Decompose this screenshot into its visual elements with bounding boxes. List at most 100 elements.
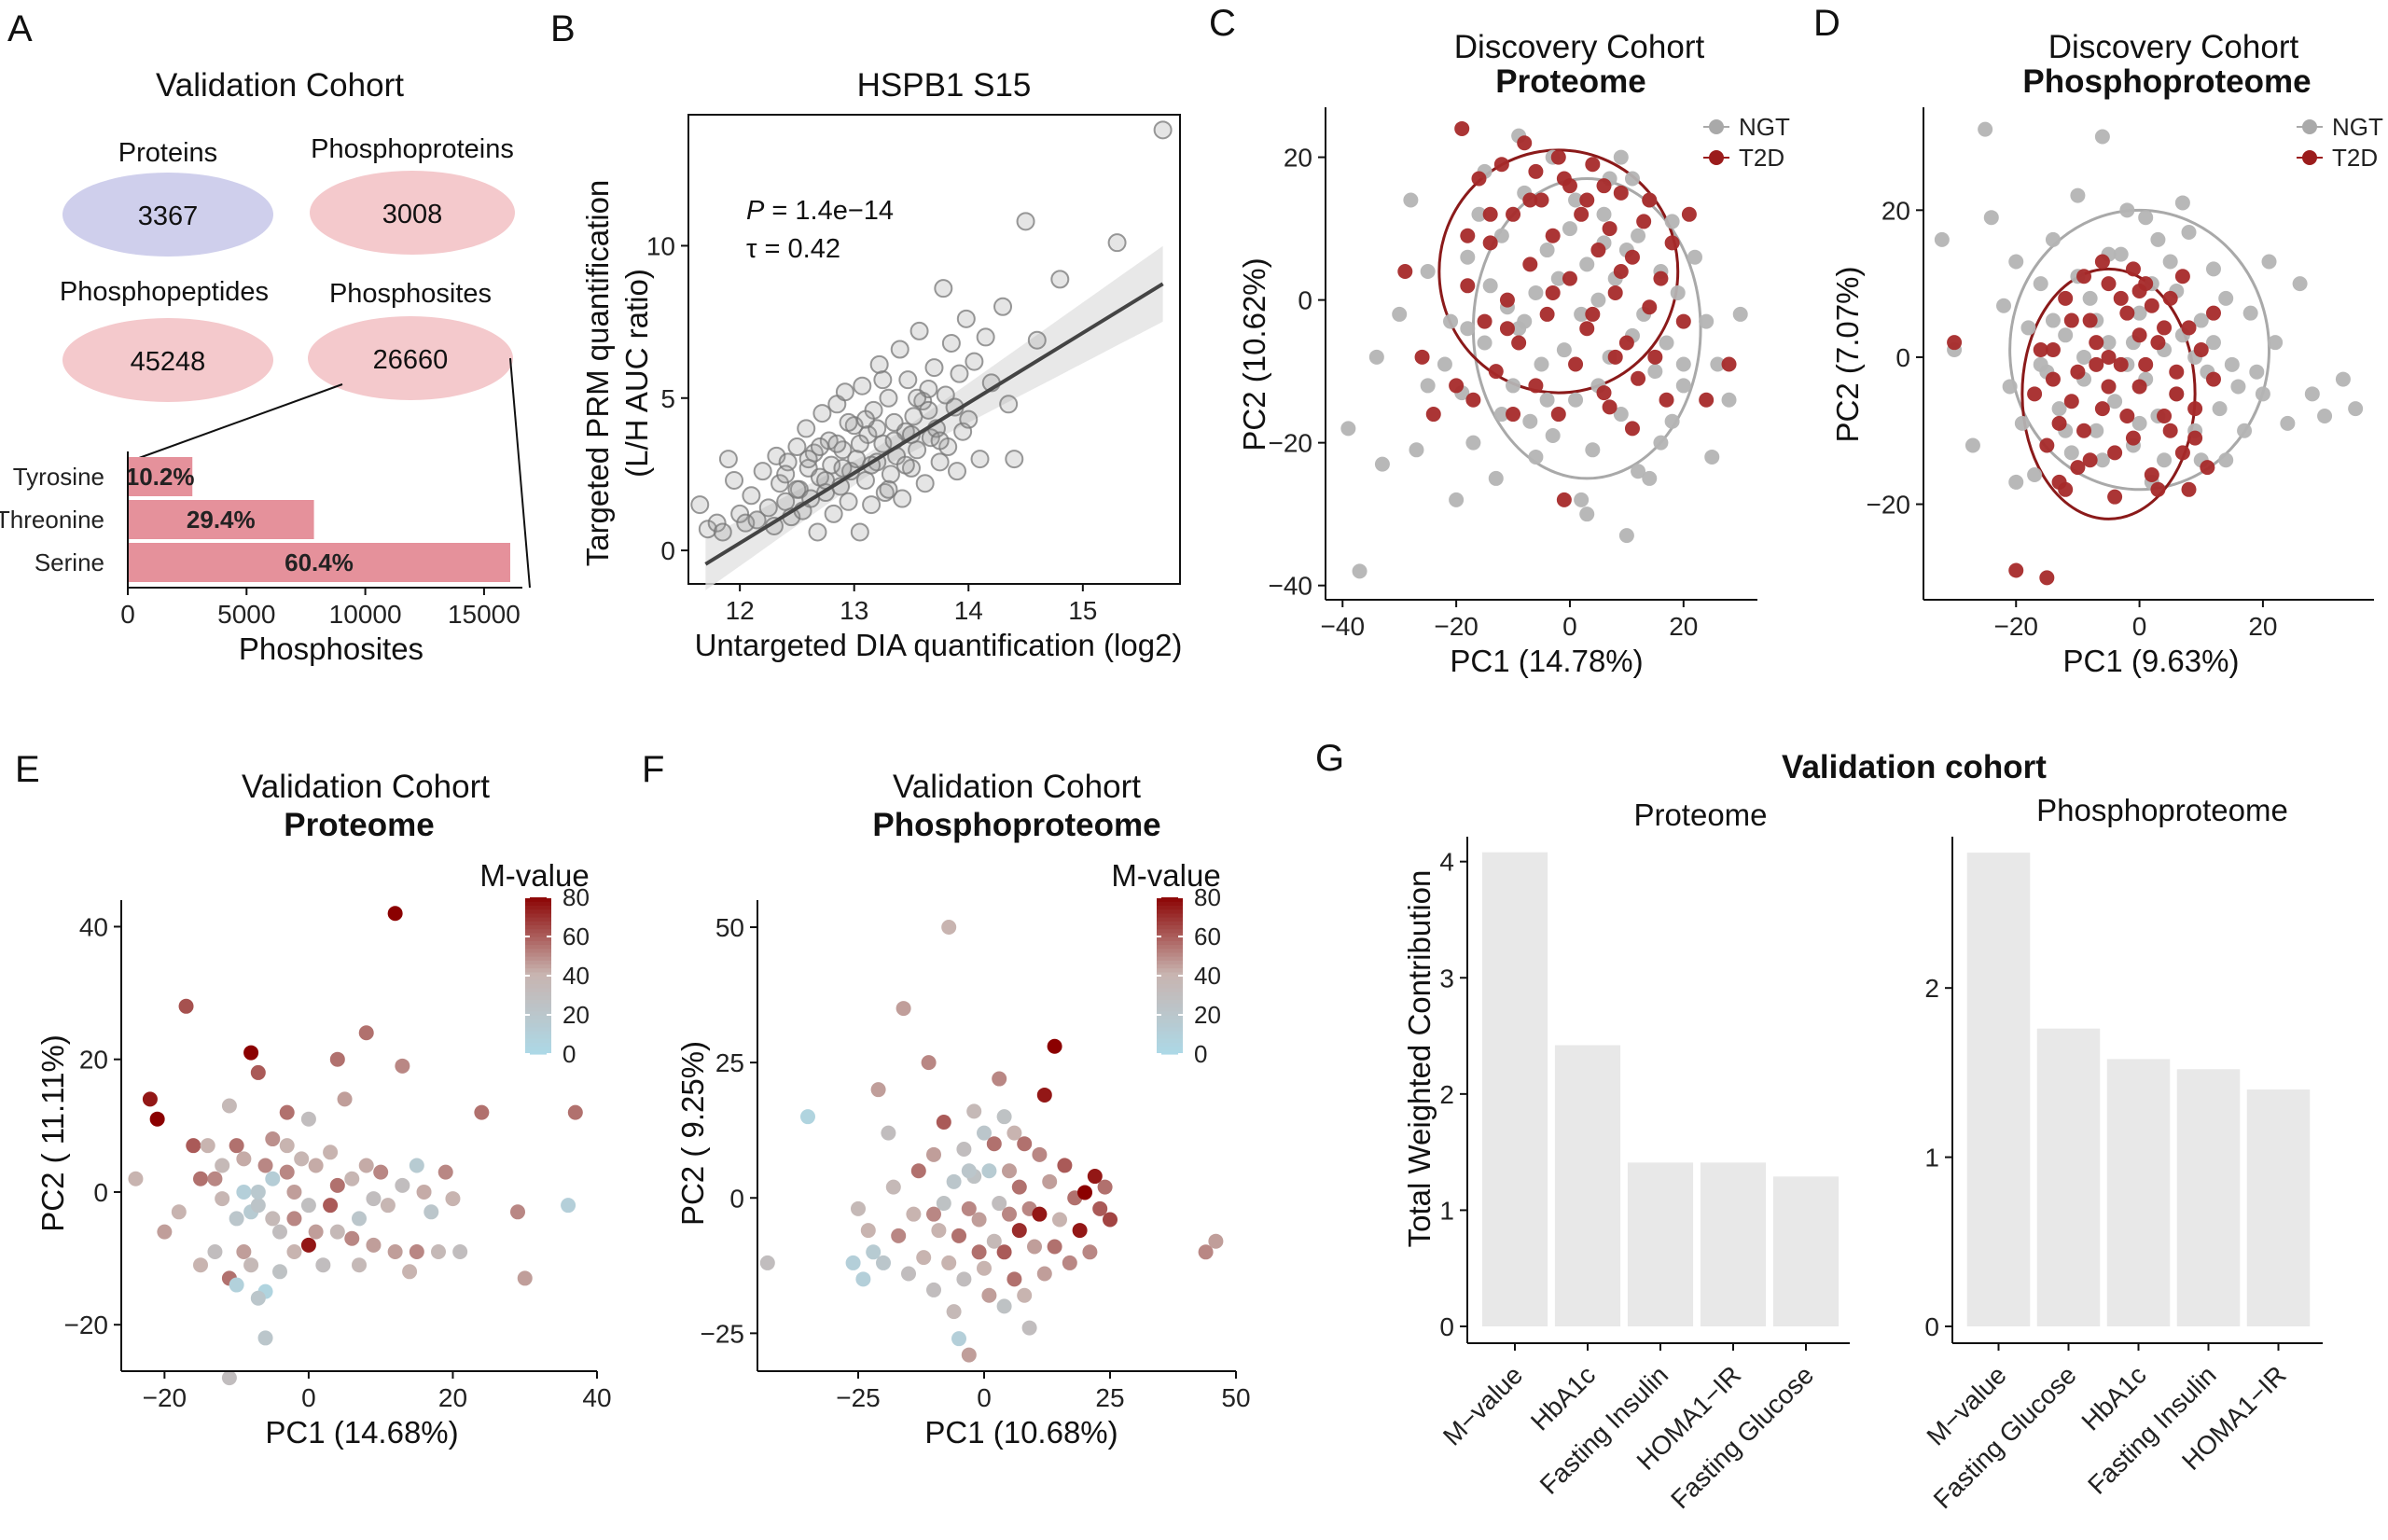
data-point xyxy=(941,920,957,936)
panel-d-xtick-label: −20 xyxy=(1993,612,2038,641)
point-t2d xyxy=(2162,423,2178,438)
bar-fasting-insulin xyxy=(1627,1162,1694,1326)
data-point xyxy=(265,1171,281,1186)
data-point xyxy=(996,1244,1012,1260)
phosphopeptides-count: 45248 xyxy=(131,347,206,377)
data-point xyxy=(300,1198,316,1214)
data-point xyxy=(337,1091,353,1107)
data-point xyxy=(315,1257,331,1273)
colorbar-segment xyxy=(1157,999,1183,1004)
colorbar-segment xyxy=(525,1019,551,1023)
data-point xyxy=(178,998,194,1014)
point-ngt xyxy=(1488,470,1504,486)
panel-b-frame xyxy=(687,114,1181,585)
data-point xyxy=(996,1109,1012,1125)
point-t2d xyxy=(2113,356,2129,372)
data-point xyxy=(215,1158,230,1173)
colorbar-segment xyxy=(1157,956,1183,961)
colorbar-segment xyxy=(1157,1022,1183,1028)
phosphoproteome-bars xyxy=(1966,853,2311,1326)
panel-f-xtick-label: −25 xyxy=(836,1383,881,1412)
panel-d-xlabel: PC1 (9.63%) xyxy=(2063,644,2240,678)
data-point xyxy=(1032,1146,1048,1162)
point-ngt xyxy=(1460,249,1476,265)
data-point xyxy=(1092,1200,1108,1216)
point-ngt xyxy=(1613,149,1629,165)
colorbar-segment xyxy=(1157,1026,1183,1032)
panel-c-xtick-label: 0 xyxy=(1562,612,1577,641)
data-point xyxy=(409,1158,424,1173)
point-t2d xyxy=(1579,321,1595,337)
data-point xyxy=(787,479,807,499)
colorbar-segment xyxy=(525,944,551,950)
panel-b-ylabel-line1: Targeted PRM quantification xyxy=(580,180,615,567)
data-point xyxy=(1057,1158,1073,1173)
point-ngt xyxy=(2205,261,2221,277)
point-t2d xyxy=(1506,206,1521,222)
data-point xyxy=(286,1243,302,1259)
data-point xyxy=(713,522,732,542)
data-point xyxy=(961,1163,977,1179)
y-tick-label: 1 xyxy=(1439,1196,1454,1225)
colorbar-segment xyxy=(1157,936,1183,941)
point-t2d xyxy=(1482,235,1498,251)
panel-c-subtitle: Proteome xyxy=(1495,63,1645,100)
point-t2d xyxy=(1642,192,1658,208)
data-point xyxy=(885,1179,901,1195)
colorbar-segment xyxy=(1157,1015,1183,1020)
point-t2d xyxy=(2082,452,2098,468)
colorbar-segment xyxy=(525,971,551,977)
data-point xyxy=(956,1142,972,1158)
data-point xyxy=(860,1223,876,1239)
data-point xyxy=(1153,120,1173,140)
confidence-band xyxy=(705,245,1163,590)
point-t2d xyxy=(1556,492,1572,507)
data-point xyxy=(855,1271,871,1287)
colorbar-segment xyxy=(1157,897,1183,902)
point-t2d xyxy=(1528,378,1544,394)
point-t2d xyxy=(1618,335,1634,351)
colorbar-segment xyxy=(525,991,551,996)
data-point xyxy=(776,465,796,484)
data-point xyxy=(870,1082,886,1098)
data-point xyxy=(250,1290,266,1306)
data-point xyxy=(250,1184,266,1200)
colorbar-label: 0 xyxy=(562,1040,576,1068)
data-point xyxy=(977,1125,992,1141)
point-t2d xyxy=(2089,335,2104,351)
data-point xyxy=(395,1058,410,1074)
panel-b-xtick-label: 15 xyxy=(1068,596,1097,625)
data-point xyxy=(992,1071,1007,1087)
data-point xyxy=(730,504,750,523)
data-point xyxy=(402,1264,418,1280)
point-t2d xyxy=(2169,364,2185,380)
panel-f-xtick-label: 25 xyxy=(1095,1383,1124,1412)
data-point xyxy=(215,1191,230,1207)
panel-e-ytick-label: −20 xyxy=(64,1311,109,1339)
data-point xyxy=(221,1098,237,1114)
data-point xyxy=(909,321,929,340)
point-ngt xyxy=(1721,392,1737,408)
data-point xyxy=(812,404,832,423)
point-ngt xyxy=(2008,254,2024,270)
data-point xyxy=(1032,1206,1048,1222)
point-t2d xyxy=(2051,415,2067,431)
colorbar-segment xyxy=(525,909,551,914)
data-point xyxy=(1007,1271,1022,1287)
colorbar-segment xyxy=(1157,983,1183,989)
data-point xyxy=(236,1243,252,1259)
point-ngt xyxy=(2181,224,2197,240)
point-t2d xyxy=(1511,335,1527,351)
colorbar-segment xyxy=(525,979,551,984)
colorbar-segment xyxy=(525,987,551,992)
point-ngt xyxy=(2045,312,2061,328)
legend-marker-ngt xyxy=(2302,119,2317,134)
panel-c-xtick-label: 20 xyxy=(1669,612,1698,641)
point-t2d xyxy=(1414,349,1430,365)
colorbar-segment xyxy=(525,936,551,941)
point-t2d xyxy=(2008,562,2024,578)
data-point xyxy=(1017,1136,1033,1152)
phosphosites-label: Phosphosites xyxy=(329,279,492,309)
point-ngt xyxy=(2212,401,2228,417)
phosphopeptides-ellipse xyxy=(62,318,273,402)
